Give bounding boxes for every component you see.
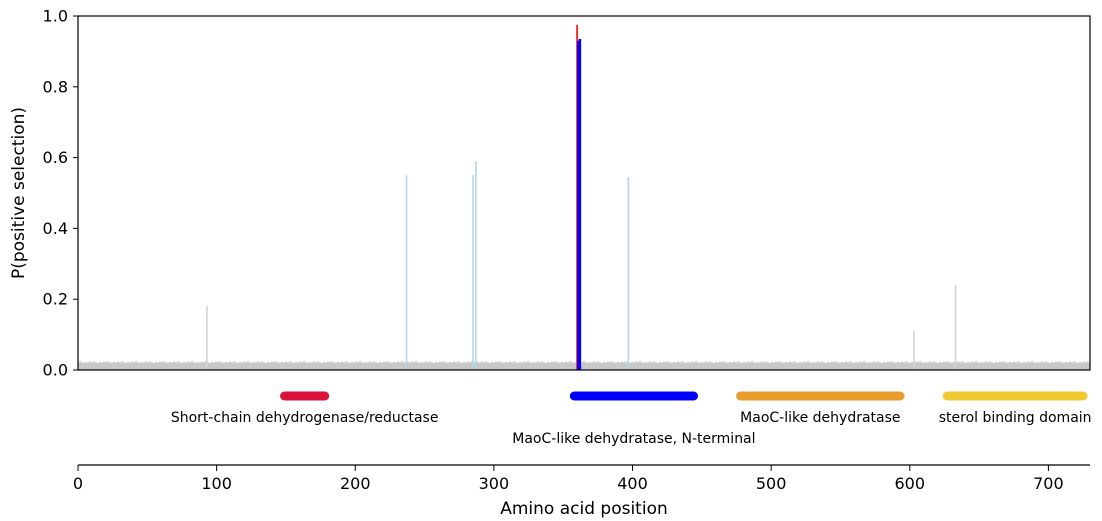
y-axis-label: P(positive selection) <box>9 107 29 279</box>
x-axis: 0 100 200 300 400 500 600 700 <box>73 464 1090 493</box>
x-tick-label: 100 <box>201 474 232 493</box>
domain-label: MaoC-like dehydratase <box>740 410 900 426</box>
domain-track: Short-chain dehydrogenase/reductase MaoC-… <box>171 391 1092 447</box>
x-tick-label: 300 <box>479 474 510 493</box>
y-tick-label: 0.0 <box>43 361 68 380</box>
x-tick-label: 600 <box>895 474 926 493</box>
x-tick-label: 200 <box>340 474 371 493</box>
y-tick-label: 0.4 <box>43 219 68 238</box>
x-tick-label: 700 <box>1033 474 1064 493</box>
x-tick-label: 500 <box>756 474 787 493</box>
y-tick-label: 1.0 <box>43 7 68 26</box>
background-band <box>78 362 1090 370</box>
y-tick-label: 0.6 <box>43 148 68 167</box>
background-noise <box>77 360 1091 365</box>
plot-area <box>77 24 1091 370</box>
plot-frame <box>77 15 1091 371</box>
x-tick-label: 0 <box>73 474 83 493</box>
domain-label: Short-chain dehydrogenase/reductase <box>171 410 439 426</box>
y-axis: 0.0 0.2 0.4 0.6 0.8 1.0 <box>43 7 78 380</box>
domain-label: sterol binding domain <box>939 410 1092 426</box>
x-tick-label: 400 <box>617 474 648 493</box>
x-axis-label: Amino acid position <box>500 499 668 519</box>
y-tick-label: 0.8 <box>43 77 68 96</box>
domain-label: MaoC-like dehydratase, N-terminal <box>512 431 755 447</box>
y-tick-label: 0.2 <box>43 290 68 309</box>
